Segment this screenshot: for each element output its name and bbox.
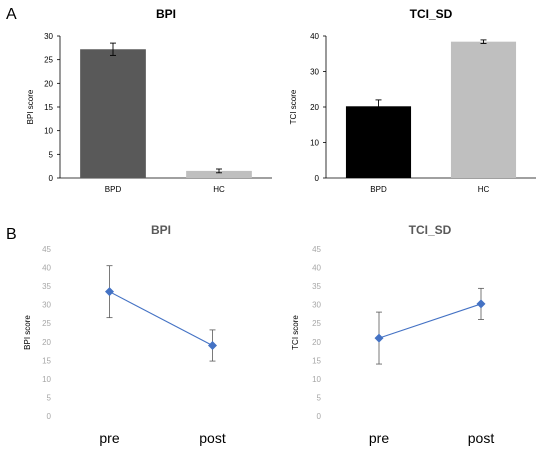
chart3-ytick-label: 20	[42, 338, 51, 347]
chart4-ytick-label: 45	[312, 245, 321, 254]
chart4-ytick-label: 0	[317, 412, 322, 421]
chart3-ytick-label: 15	[42, 356, 51, 365]
chart1-bar-hc	[186, 170, 252, 178]
chart2-ytick-label: 20	[310, 103, 319, 112]
chart4-ytick-label: 35	[312, 282, 321, 291]
chart4-ytick-label: 5	[317, 393, 322, 402]
chart4-ytick-label: 20	[312, 338, 321, 347]
chart4-title: TCI_SD	[409, 223, 452, 237]
chart4-series-line	[378, 303, 482, 339]
chart3-point-pre	[105, 287, 114, 297]
chart2-title: TCI_SD	[410, 7, 453, 21]
chart3-series-line	[109, 291, 213, 346]
chart2-category-label: BPD	[370, 185, 387, 194]
chart3-ytick-label: 0	[47, 412, 52, 421]
chart4-category-label: pre	[369, 430, 389, 446]
chart4-ytick-label: 15	[312, 356, 321, 365]
chart4-ylabel: TCI score	[291, 315, 300, 350]
chart2-ytick-label: 10	[310, 139, 319, 148]
chart4-point-post	[476, 299, 486, 309]
chart4-ytick-label: 10	[312, 375, 321, 384]
chart4-ytick-label: 40	[312, 264, 321, 273]
chart4-ytick-label: 30	[312, 301, 321, 310]
chart2-ytick-label: 30	[310, 68, 319, 77]
chart3-point-post	[208, 340, 217, 350]
panel-label-a: A	[6, 6, 17, 23]
chart3-ytick-label: 25	[42, 319, 51, 328]
chart1-category-label: BPD	[105, 185, 122, 194]
chart3-ytick-label: 45	[42, 245, 51, 254]
chart3-title: BPI	[151, 223, 171, 237]
chart1-title: BPI	[156, 7, 176, 21]
chart3-ytick-label: 10	[42, 375, 51, 384]
chart1-ytick-label: 25	[44, 56, 53, 65]
chart1-category-label: HC	[213, 185, 225, 194]
chart1-ytick-label: 30	[44, 32, 53, 41]
chart2-ytick-label: 40	[310, 32, 319, 41]
chart1-ytick-label: 20	[44, 79, 53, 88]
chart2-bar-hc	[450, 41, 517, 179]
chart3-ytick-label: 40	[42, 264, 51, 273]
chart1-ytick-label: 0	[49, 174, 54, 183]
chart1-bar-bpd	[80, 49, 146, 179]
chart3-category-label: pre	[99, 430, 119, 446]
panel-label-b: B	[6, 226, 17, 243]
chart4-category-label: post	[468, 430, 495, 446]
chart3-ytick-label: 30	[42, 301, 51, 310]
chart1-ylabel: BPI score	[26, 89, 35, 124]
chart3-ylabel: BPI score	[23, 315, 32, 350]
chart2-bar-bpd	[345, 106, 412, 178]
chart3-category-label: post	[199, 430, 226, 446]
chart3-ytick-label: 35	[42, 282, 51, 291]
chart2-category-label: HC	[478, 185, 490, 194]
chart2-ytick-label: 0	[315, 174, 320, 183]
chart1-ytick-label: 5	[49, 150, 54, 159]
chart3-ytick-label: 5	[47, 393, 52, 402]
chart4-ytick-label: 25	[312, 319, 321, 328]
chart2-ylabel: TCI score	[289, 89, 298, 124]
chart1-ytick-label: 15	[44, 103, 53, 112]
chart1-ytick-label: 10	[44, 127, 53, 136]
chart4-point-pre	[374, 333, 384, 343]
